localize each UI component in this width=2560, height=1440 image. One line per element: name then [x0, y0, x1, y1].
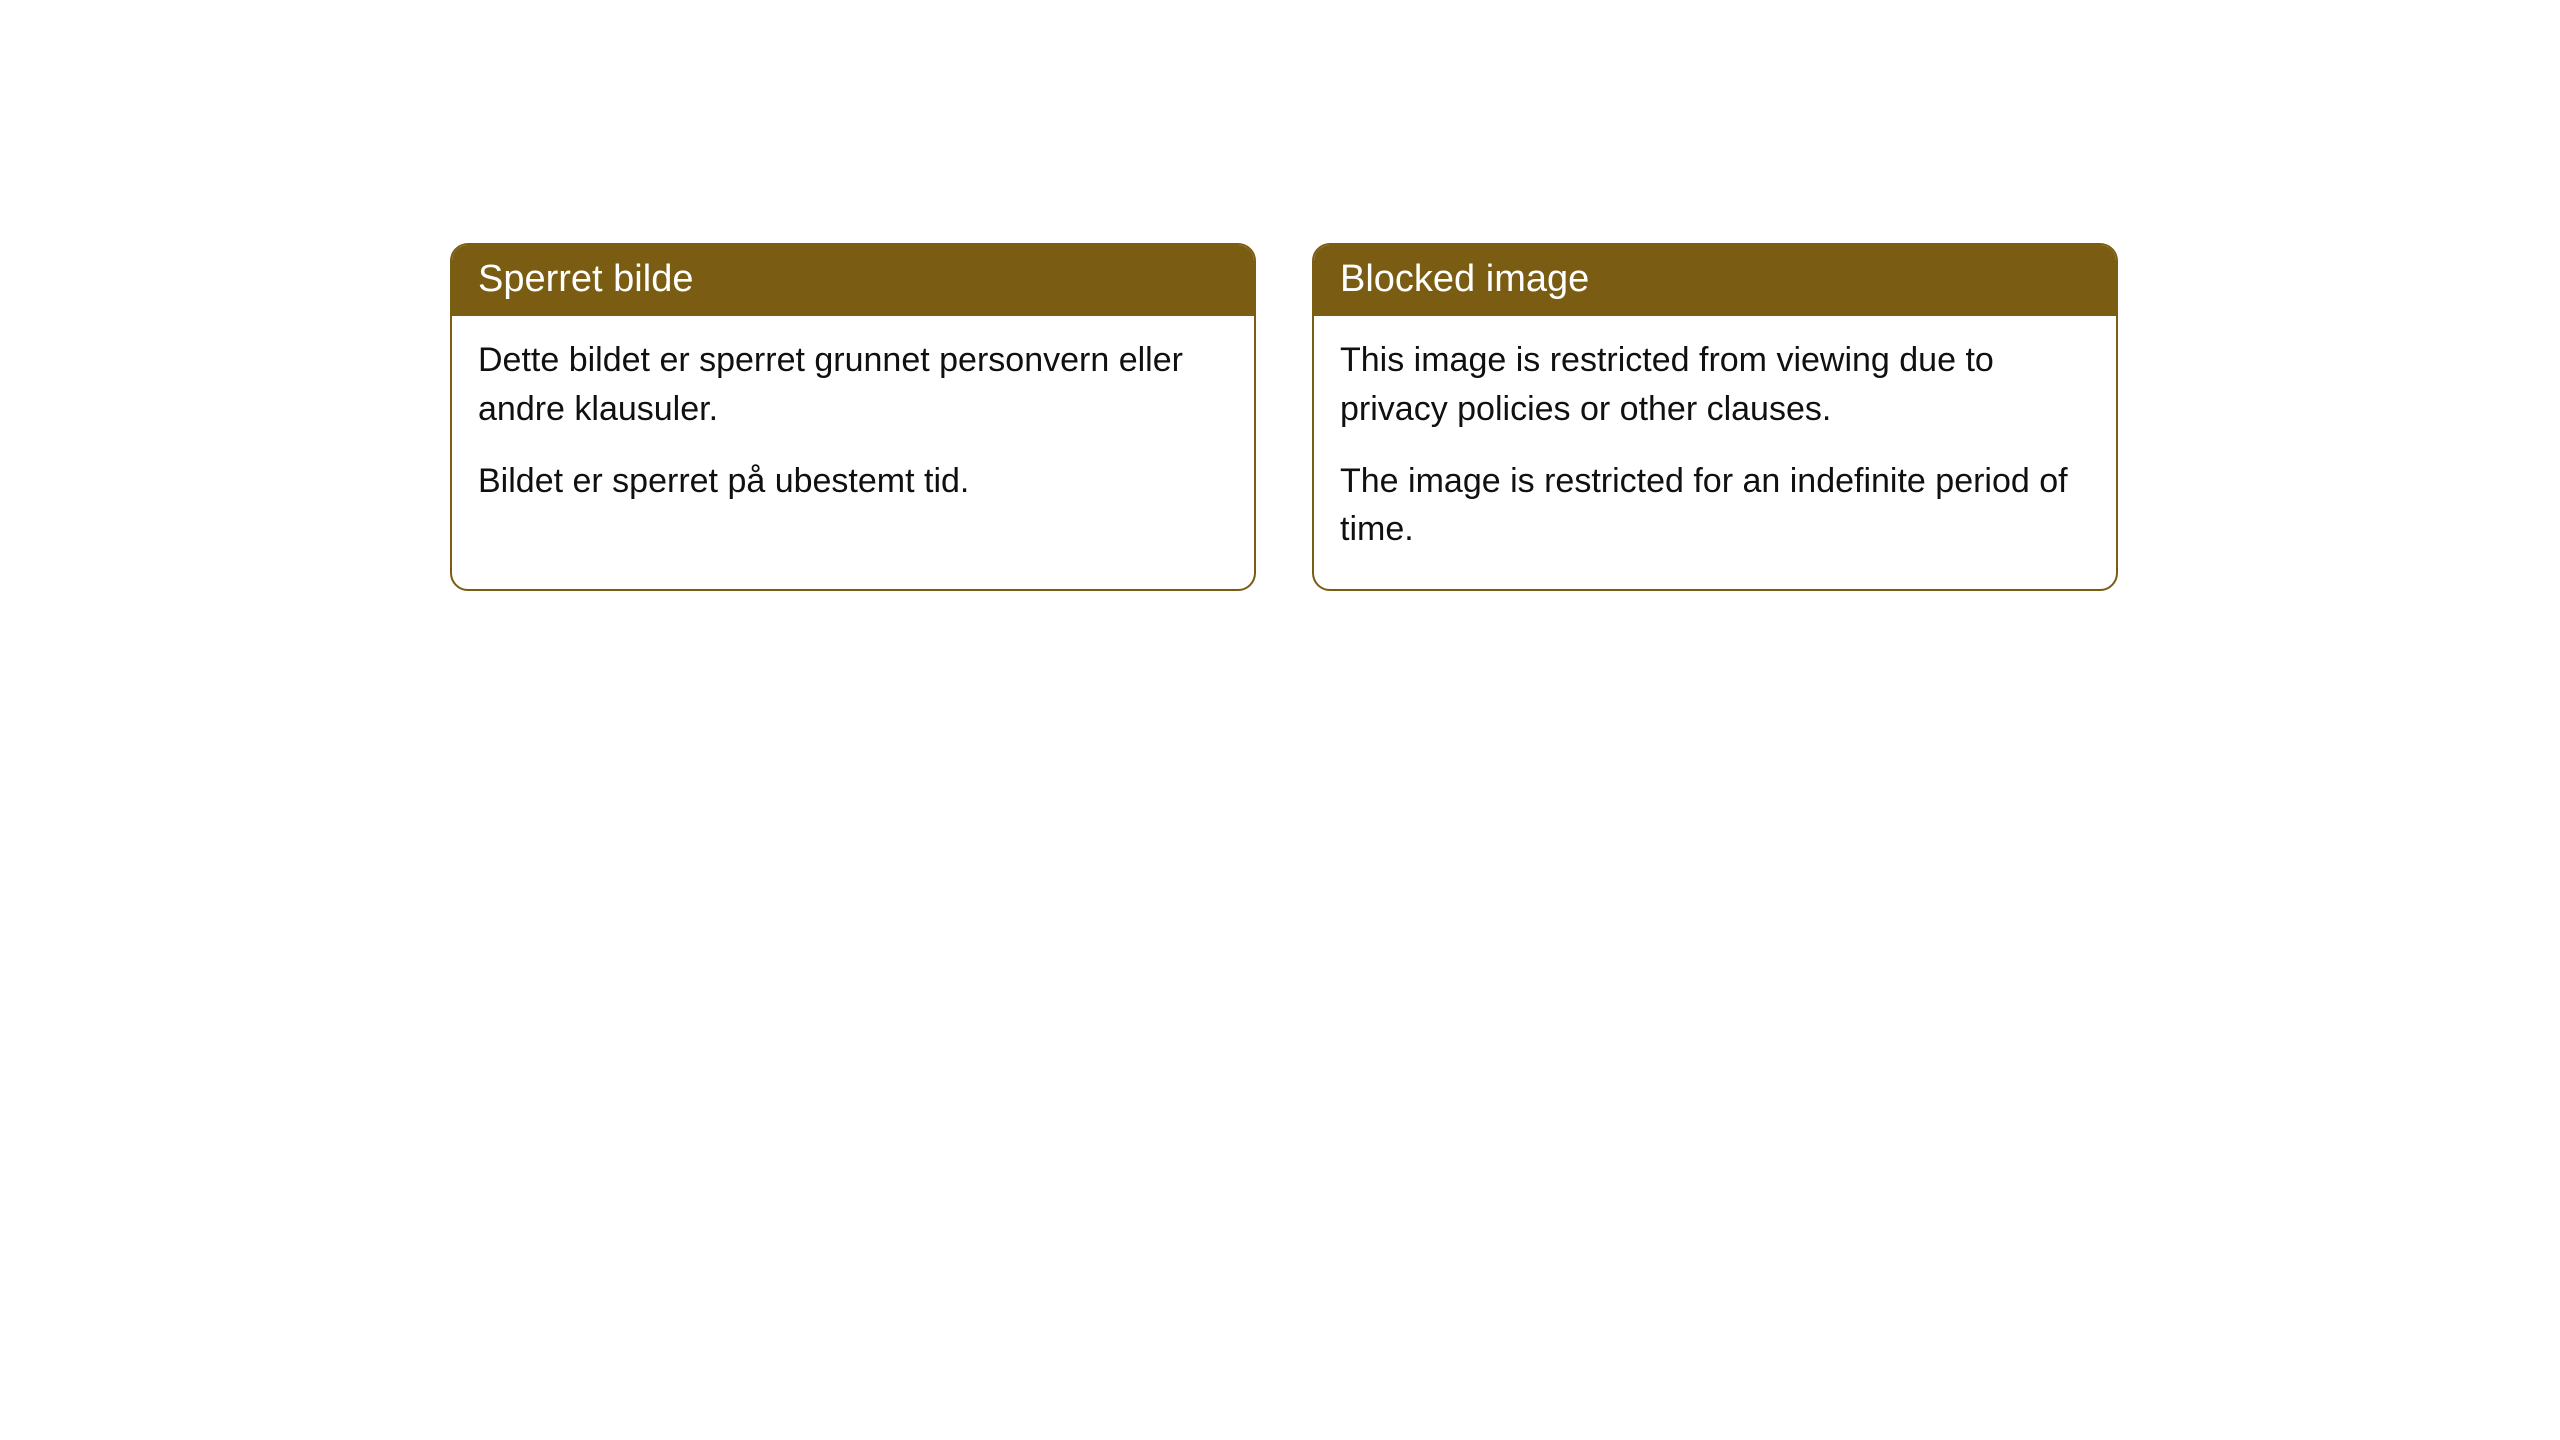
notice-container: Sperret bilde Dette bildet er sperret gr… [450, 243, 2118, 591]
notice-body: This image is restricted from viewing du… [1314, 316, 2116, 589]
notice-paragraph: This image is restricted from viewing du… [1340, 336, 2090, 433]
notice-body: Dette bildet er sperret grunnet personve… [452, 316, 1254, 541]
notice-paragraph: Bildet er sperret på ubestemt tid. [478, 457, 1228, 505]
notice-header: Blocked image [1314, 245, 2116, 316]
notice-paragraph: The image is restricted for an indefinit… [1340, 457, 2090, 554]
notice-card-norwegian: Sperret bilde Dette bildet er sperret gr… [450, 243, 1256, 591]
notice-paragraph: Dette bildet er sperret grunnet personve… [478, 336, 1228, 433]
notice-header: Sperret bilde [452, 245, 1254, 316]
notice-card-english: Blocked image This image is restricted f… [1312, 243, 2118, 591]
